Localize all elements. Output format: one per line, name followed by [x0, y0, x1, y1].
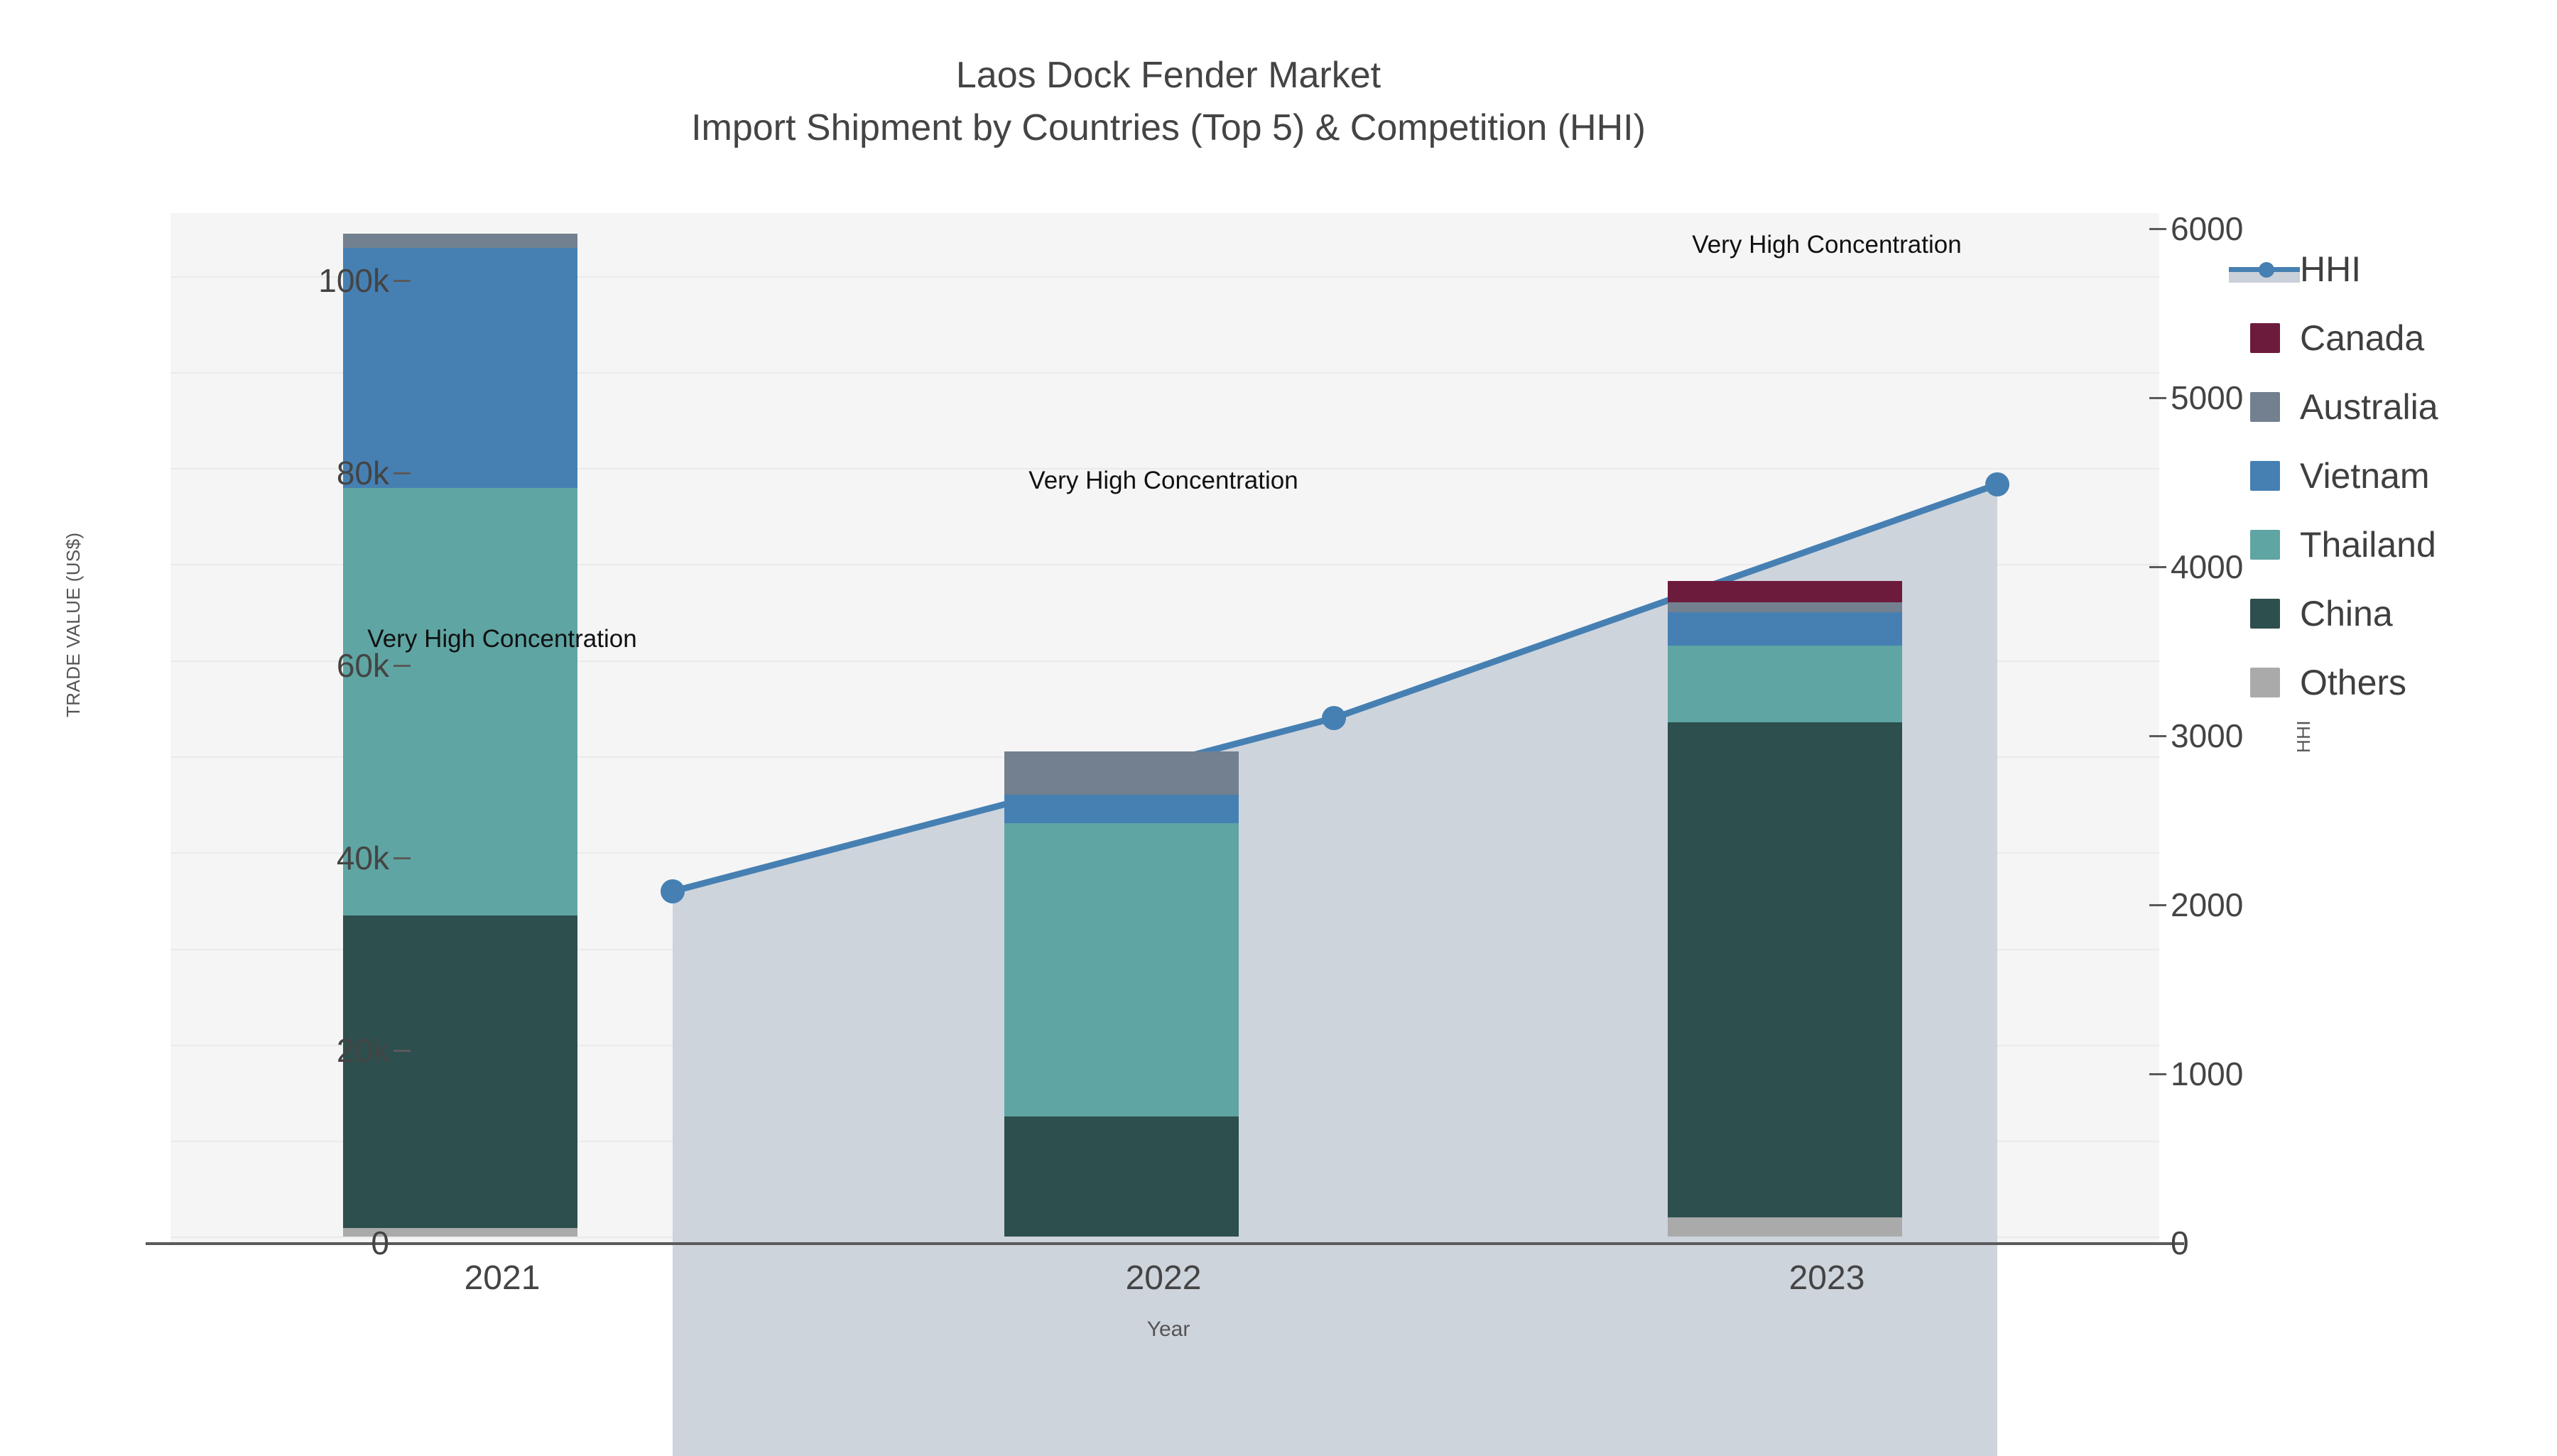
- y-tick-left-80k: 80k: [337, 454, 411, 492]
- title-line-1: Laos Dock Fender Market: [955, 55, 1381, 96]
- bar-2021-vietnam: [343, 248, 577, 488]
- y-axis-left-label: TRADE VALUE (US$): [63, 532, 84, 717]
- gridline: [170, 564, 2159, 565]
- x-tick-2023: 2023: [1788, 1259, 1865, 1297]
- y-tick-right-0: 0: [2149, 1224, 2189, 1262]
- hhi-area-fill: [673, 484, 1997, 1456]
- bar-2022-vietnam: [1004, 795, 1239, 823]
- chart-title: Laos Dock Fender Market Import Shipment …: [0, 50, 2337, 155]
- hhi-point-2022: [1322, 706, 1346, 730]
- hhi-area-and-line: [661, 472, 2009, 1456]
- x-tick-2021: 2021: [464, 1259, 541, 1297]
- legend-item-hhi[interactable]: HHI: [2229, 234, 2548, 303]
- legend-item-thailand[interactable]: Thailand: [2250, 510, 2548, 579]
- legend-swatch-canada: [2250, 322, 2280, 353]
- bar-2021-australia: [343, 234, 577, 248]
- legend-item-others[interactable]: Others: [2250, 648, 2548, 717]
- bar-2021-thailand: [343, 488, 577, 916]
- bar-2023-others: [1668, 1217, 1902, 1237]
- x-axis-line: [146, 1242, 2184, 1245]
- legend-item-vietnam[interactable]: Vietnam: [2250, 441, 2548, 510]
- x-axis-label: Year: [1146, 1318, 1190, 1341]
- hhi-line-icon: [2229, 254, 2300, 284]
- bar-2022-thailand: [1004, 823, 1239, 1117]
- gridline: [170, 661, 2159, 662]
- gridline: [170, 372, 2159, 374]
- bar-2022-china: [1004, 1117, 1239, 1237]
- gridline: [170, 468, 2159, 469]
- hhi-point-2023: [1985, 472, 2009, 496]
- y-tick-left-0: 0: [371, 1224, 411, 1262]
- plot-area: [170, 213, 2159, 1456]
- y-tick-left-20k: 20k: [337, 1031, 411, 1070]
- legend-item-china[interactable]: China: [2250, 579, 2548, 648]
- legend-label-hhi: HHI: [2300, 249, 2362, 289]
- y-tick-right-4000: 4000: [2149, 548, 2243, 586]
- legend-label-australia: Australia: [2300, 386, 2438, 427]
- annotation-2021: Very High Concentration: [367, 625, 637, 653]
- bar-2022-australia: [1004, 751, 1239, 795]
- bar-2023-canada: [1668, 581, 1902, 602]
- y-tick-right-5000: 5000: [2149, 379, 2243, 417]
- legend-swatch-vietnam: [2250, 460, 2280, 491]
- legend-swatch-australia: [2250, 391, 2280, 422]
- legend-swatch-others: [2250, 667, 2280, 697]
- annotation-2022: Very High Concentration: [1028, 467, 1298, 494]
- y-tick-right-6000: 6000: [2149, 210, 2243, 248]
- legend-label-china: China: [2300, 593, 2393, 634]
- legend-swatch-china: [2250, 598, 2280, 629]
- x-tick-2022: 2022: [1125, 1259, 1202, 1297]
- legend-label-thailand: Thailand: [2300, 524, 2436, 565]
- y-tick-right-2000: 2000: [2149, 886, 2243, 924]
- bar-2021-others: [343, 1228, 577, 1237]
- y-tick-right-3000: 3000: [2149, 717, 2243, 755]
- y-axis-right-label: HHI: [2293, 720, 2314, 753]
- y-tick-left-100k: 100k: [318, 261, 411, 300]
- bar-2023-thailand: [1668, 646, 1902, 722]
- gridline: [170, 276, 2159, 278]
- legend-label-vietnam: Vietnam: [2300, 455, 2430, 496]
- title-line-2: Import Shipment by Countries (Top 5) & C…: [691, 107, 1646, 148]
- bar-2023-vietnam: [1668, 612, 1902, 646]
- y-tick-left-40k: 40k: [337, 839, 411, 877]
- legend-label-canada: Canada: [2300, 317, 2425, 358]
- bar-2023-china: [1668, 722, 1902, 1217]
- hhi-point-2021: [661, 879, 685, 903]
- legend-label-others: Others: [2300, 662, 2407, 702]
- annotation-2023: Very High Concentration: [1692, 231, 1962, 259]
- y-tick-left-60k: 60k: [337, 646, 411, 685]
- chart-legend: HHI Canada Australia Vietnam Thailand Ch…: [2229, 234, 2548, 717]
- bar-2023-australia: [1668, 602, 1902, 612]
- bar-2021-china: [343, 916, 577, 1228]
- legend-swatch-thailand: [2250, 529, 2280, 560]
- y-tick-right-1000: 1000: [2149, 1055, 2243, 1093]
- legend-item-canada[interactable]: Canada: [2250, 303, 2548, 372]
- legend-item-australia[interactable]: Australia: [2250, 372, 2548, 441]
